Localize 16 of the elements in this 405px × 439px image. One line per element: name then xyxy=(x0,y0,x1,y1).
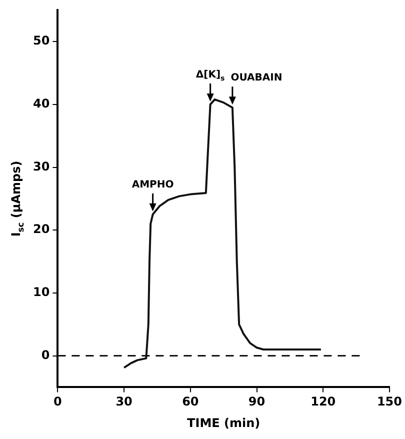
y-tick-label: 30 xyxy=(32,159,50,174)
y-tick-label: 40 xyxy=(32,96,50,111)
x-axis-title: TIME (min) xyxy=(187,416,260,430)
annotation: OUABAIN xyxy=(230,72,282,84)
x-tick-label: 60 xyxy=(182,394,199,409)
x-tick-label: 150 xyxy=(376,394,402,409)
x-tick-label: 90 xyxy=(248,394,266,409)
y-tick-label: 0 xyxy=(41,348,50,362)
y-tick-label: 50 xyxy=(32,34,50,48)
x-tick-label: 0 xyxy=(54,394,62,409)
annotation: AMPHO xyxy=(132,179,174,190)
y-axis-title: Isc (μAmps) xyxy=(9,160,26,237)
y-tick-label: 10 xyxy=(32,285,50,300)
x-tick-label: 120 xyxy=(310,394,336,409)
x-tick-label: 30 xyxy=(116,394,132,409)
y-tick-label: 20 xyxy=(32,222,50,236)
